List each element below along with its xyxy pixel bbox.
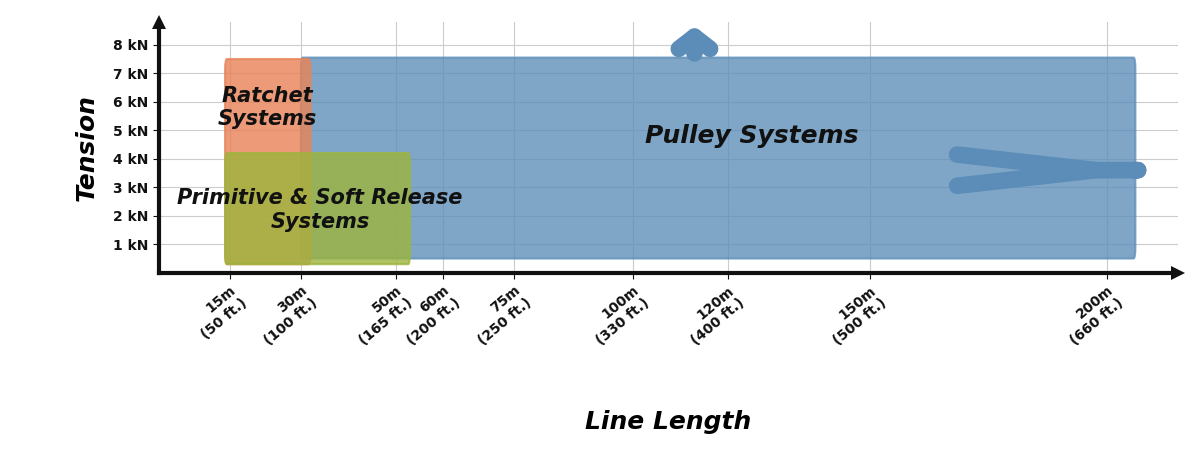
FancyBboxPatch shape — [226, 153, 410, 264]
X-axis label: Line Length: Line Length — [586, 411, 751, 434]
Text: Primitive & Soft Release
Systems: Primitive & Soft Release Systems — [178, 188, 462, 232]
FancyBboxPatch shape — [301, 58, 1135, 259]
Text: Ratchet
Systems: Ratchet Systems — [218, 86, 317, 129]
Text: Pulley Systems: Pulley Systems — [644, 124, 858, 148]
FancyBboxPatch shape — [226, 59, 311, 264]
Y-axis label: Tension: Tension — [74, 94, 98, 201]
